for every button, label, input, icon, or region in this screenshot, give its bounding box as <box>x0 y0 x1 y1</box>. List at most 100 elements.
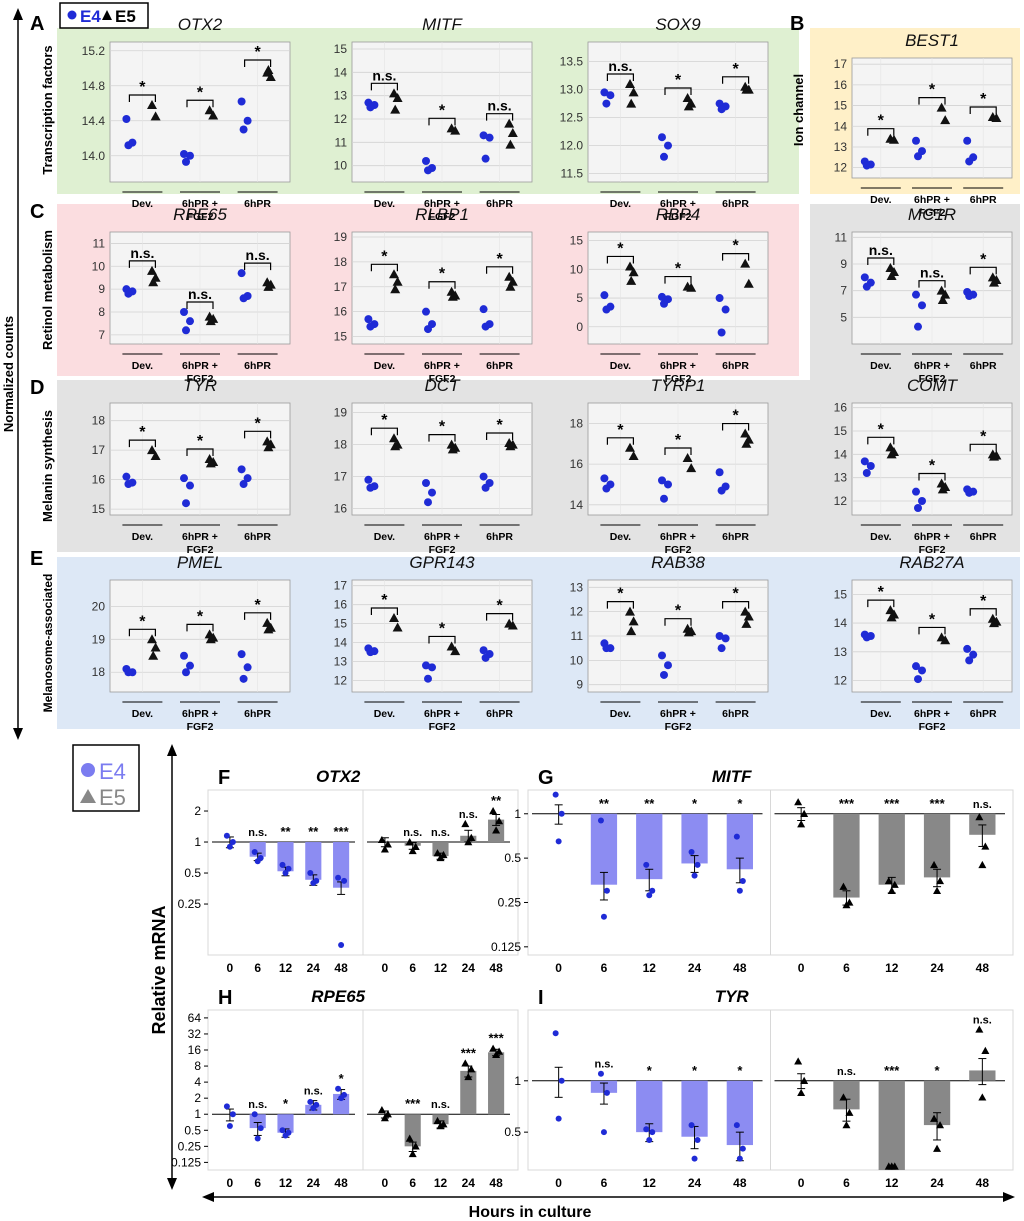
e5-point <box>845 1108 854 1116</box>
e4-point <box>912 290 920 299</box>
e4-point <box>223 1103 230 1110</box>
scatter-panel-gpr143: 12 13 14 15 16 17 GPR143 * Dev. * 6hPR +FGF2 * 6hPR <box>334 553 533 733</box>
significance-label: * <box>732 586 739 603</box>
x-tick-label: 0 <box>227 961 234 975</box>
e4-point <box>364 315 373 324</box>
e4-point <box>600 291 609 300</box>
y-tick-label: 10 <box>334 159 348 173</box>
significance-label: * <box>254 44 261 61</box>
y-tick-label: 13 <box>570 580 584 594</box>
cond-label-fgf: 6hPR + <box>660 708 696 720</box>
e5-point <box>408 1149 417 1158</box>
legend-e5-label: E5 <box>115 7 136 26</box>
e4-point <box>428 488 436 497</box>
significance-label: * <box>675 72 682 89</box>
cond-label-fgf: 6hPR + <box>660 531 696 543</box>
e4-point <box>341 877 348 884</box>
significance-label: * <box>692 796 698 811</box>
y-tick-label: 4 <box>194 1075 201 1089</box>
x-tick-label: 24 <box>307 1176 321 1190</box>
e4-point <box>717 328 726 337</box>
x-tick-label: 6 <box>254 1176 261 1190</box>
significance-label: * <box>496 598 503 615</box>
e4-point <box>558 810 565 817</box>
x-tick-label: 12 <box>279 1176 293 1190</box>
x-tick-label: 6 <box>601 961 608 975</box>
significance-label: * <box>935 1063 941 1078</box>
e5-point <box>937 295 948 304</box>
x-tick-label: 24 <box>930 961 944 975</box>
e5-point <box>625 79 635 88</box>
significance-bracket <box>721 76 750 84</box>
e5-point <box>794 1057 803 1065</box>
e4-point <box>279 1127 286 1134</box>
significance-label: * <box>381 248 388 265</box>
y-tick-label: 14 <box>834 616 848 630</box>
e4-point <box>424 166 432 175</box>
e4-point <box>691 872 698 879</box>
y-tick-label: 18 <box>92 414 106 428</box>
e5-point <box>433 1116 442 1125</box>
y-tick-label: 0.25 <box>178 897 202 911</box>
gene-title: BEST1 <box>905 31 959 50</box>
significance-label: * <box>617 240 624 257</box>
x-tick-label: 6 <box>843 1176 850 1190</box>
e5-point <box>461 1059 470 1067</box>
e4-point <box>717 644 726 653</box>
e4-point <box>282 1132 289 1139</box>
e4-point <box>660 299 668 308</box>
e5-point <box>450 646 461 656</box>
gene-title: MC1R <box>908 205 956 224</box>
e4-point <box>186 317 194 326</box>
e5-point <box>975 1025 984 1033</box>
e4-point <box>479 646 488 655</box>
significance-label: * <box>675 603 682 620</box>
significance-label: * <box>617 422 624 439</box>
cond-label-fgf2: FGF2 <box>429 721 456 733</box>
y-tick-label: 11 <box>93 236 106 250</box>
significance-label: * <box>878 113 885 130</box>
e5-point <box>890 880 899 888</box>
x-tick-label: 24 <box>930 1176 944 1190</box>
significance-bracket <box>186 448 214 456</box>
cond-label-fgf2: FGF2 <box>429 544 456 556</box>
e4-point <box>602 644 611 653</box>
y-tick-label: 15 <box>334 617 348 631</box>
e5-point <box>884 876 893 885</box>
cond-label-6hpr: 6hPR <box>486 360 513 372</box>
significance-bracket <box>918 626 946 635</box>
significance-label: * <box>439 102 446 119</box>
e5-point <box>507 620 518 630</box>
y-tick-label: 18 <box>334 438 348 452</box>
e4-point <box>180 651 188 660</box>
e4-point <box>479 131 488 140</box>
significance-label: * <box>439 419 446 436</box>
e4-point <box>122 472 131 481</box>
e5-point <box>740 606 751 616</box>
y-tick-label: 15 <box>570 234 584 248</box>
e4-point <box>251 849 258 856</box>
cond-label-fgf: 6hPR + <box>182 531 218 543</box>
panel-letter-e: E <box>30 548 43 570</box>
e5-point <box>741 438 752 448</box>
e4-point <box>969 650 978 659</box>
y-tick-label: 10 <box>570 262 584 276</box>
y-tick-label: 5 <box>576 291 583 305</box>
e5-point <box>505 139 516 149</box>
e4-point <box>424 325 432 334</box>
significance-bracket <box>244 59 272 67</box>
y-tick-label: 1 <box>194 835 201 849</box>
e4-point <box>428 663 436 672</box>
significance-bracket <box>186 99 214 108</box>
e4-point <box>485 133 494 142</box>
e4-point <box>965 292 974 300</box>
e4-point <box>914 322 922 331</box>
e5-point <box>889 134 899 144</box>
e5-point <box>504 118 515 128</box>
e4-point <box>597 817 604 824</box>
y-tick-label: 12 <box>334 674 348 688</box>
e4-point <box>733 1122 740 1129</box>
e4-point <box>643 861 650 868</box>
e5-point <box>740 428 751 438</box>
